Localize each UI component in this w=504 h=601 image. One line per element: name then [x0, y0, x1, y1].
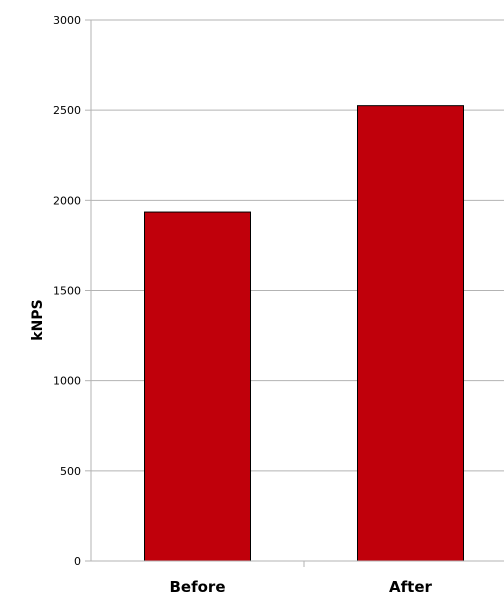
y-tick-label: 0: [74, 555, 81, 568]
y-tick-labels: 0 500 1000 1500 2000 2500 3000: [53, 14, 81, 568]
y-tick-label: 1000: [53, 375, 81, 388]
x-category-label: Before: [169, 578, 225, 596]
y-axis-title: kNPS: [30, 299, 46, 340]
x-category-label: After: [389, 578, 432, 596]
axes: [90, 20, 504, 567]
y-tick-label: 1500: [53, 285, 81, 298]
bar-before: [144, 211, 251, 562]
y-tick-label: 2500: [53, 104, 81, 117]
x-category-labels: Before After: [169, 578, 432, 596]
y-tick-label: 2000: [53, 194, 81, 207]
bars: [144, 105, 464, 562]
y-tick-label: 500: [60, 465, 81, 478]
bar-after: [357, 105, 464, 562]
y-tick-label: 3000: [53, 14, 81, 27]
